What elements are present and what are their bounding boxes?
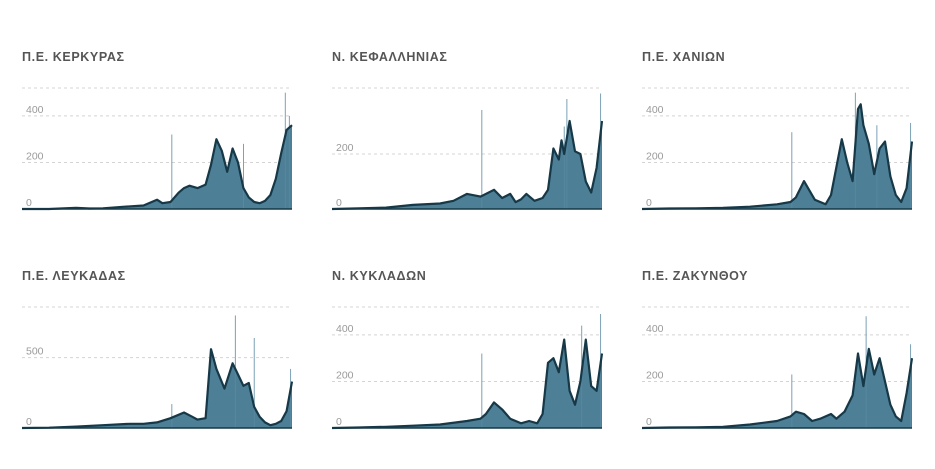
chart-svg: 0 200 400: [641, 306, 914, 430]
chart-svg: 0 200 400: [22, 87, 293, 211]
y-tick-label: 400: [336, 323, 354, 335]
chart-svg: 0 200: [331, 87, 604, 211]
y-tick-label: 200: [336, 369, 354, 381]
series-area: [332, 339, 602, 428]
chart-svg: 0 200 400: [641, 87, 914, 211]
y-tick-label: 0: [26, 416, 32, 428]
series-line: [641, 347, 914, 430]
chart-svg: 0 200 400: [331, 306, 604, 430]
y-tick-label: 0: [26, 197, 32, 209]
chart-panel-kerkyra: Π.Ε. ΚΕΡΚΥΡΑΣ 0 200 400: [22, 50, 294, 250]
chart-svg: 0 500: [21, 306, 294, 430]
chart-title: Ν. ΚΕΦΑΛΛΗΝΙΑΣ: [332, 50, 448, 64]
chart-title: Ν. ΚΥΚΛΑΔΩΝ: [332, 269, 427, 283]
series-area: [642, 348, 912, 428]
y-tick-label: 0: [646, 197, 652, 209]
y-tick-label: 500: [26, 346, 44, 358]
chart-title: Π.Ε. ΚΕΡΚΥΡΑΣ: [22, 50, 125, 64]
series-area: [22, 349, 292, 428]
y-tick-label: 200: [646, 369, 664, 381]
chart-title: Π.Ε. ΛΕΥΚΑΔΑΣ: [22, 269, 126, 283]
y-tick-label: 0: [646, 416, 652, 428]
chart-panel-chania: Π.Ε. ΧΑΝΙΩΝ 0 200 400: [641, 50, 914, 250]
series-area: [22, 125, 292, 209]
series-line: [21, 348, 294, 430]
y-tick-label: 400: [646, 104, 664, 116]
y-tick-label: 200: [336, 142, 354, 154]
series-area: [642, 104, 912, 209]
y-tick-label: 0: [336, 197, 342, 209]
series-line: [331, 119, 604, 211]
y-tick-label: 400: [646, 323, 664, 335]
chart-panel-kyklades: Ν. ΚΥΚΛΑΔΩΝ 0 200 400: [331, 269, 604, 469]
y-tick-label: 0: [336, 416, 342, 428]
series-line: [331, 338, 604, 430]
chart-panel-zakynthos: Π.Ε. ΖΑΚΥΝΘΟΥ 0 200 400: [641, 269, 914, 469]
y-tick-label: 400: [26, 104, 44, 116]
y-tick-label: 200: [646, 150, 664, 162]
y-tick-label: 200: [26, 150, 44, 162]
series-area: [332, 121, 602, 209]
chart-title: Π.Ε. ΧΑΝΙΩΝ: [642, 50, 726, 64]
chart-panel-kefallinia: Ν. ΚΕΦΑΛΛΗΝΙΑΣ 0 200: [331, 50, 604, 250]
chart-panel-lefkada: Π.Ε. ΛΕΥΚΑΔΑΣ 0 500: [21, 269, 294, 469]
series-line: [641, 103, 914, 211]
series-line: [22, 124, 293, 211]
chart-title: Π.Ε. ΖΑΚΥΝΘΟΥ: [642, 269, 749, 283]
